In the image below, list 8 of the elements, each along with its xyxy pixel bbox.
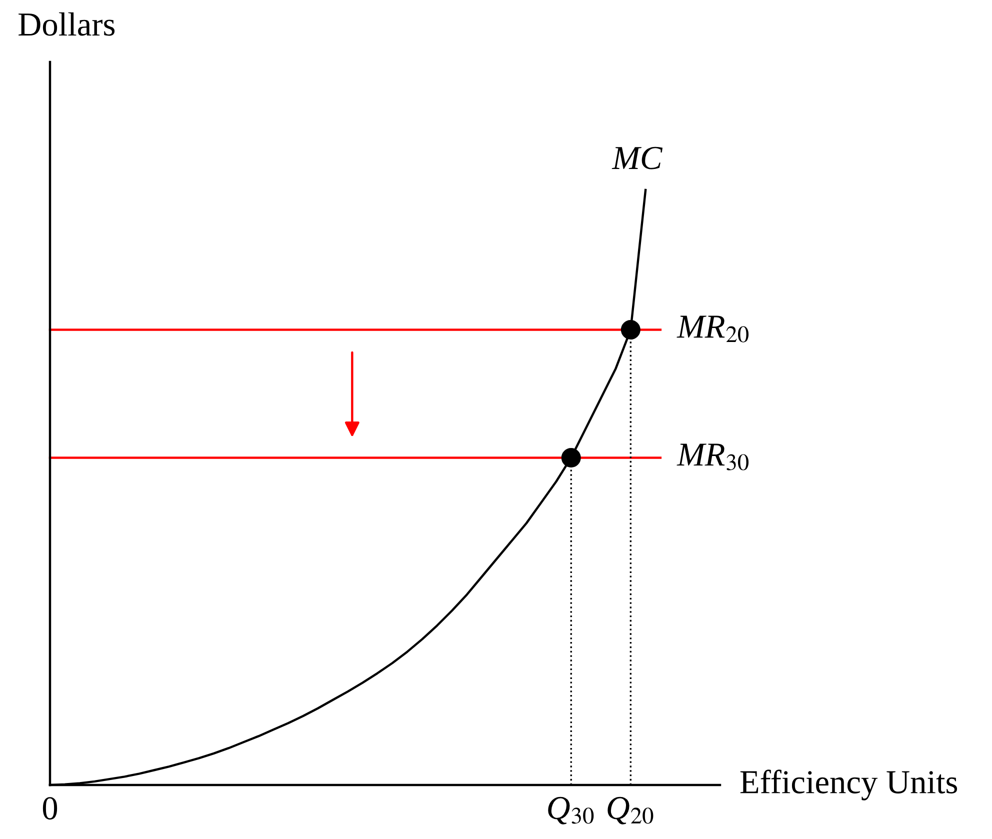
x-tick-label: 0 (42, 797, 58, 820)
series-label: MC (612, 146, 663, 170)
x-axis-title: Efficiency Units (740, 770, 958, 800)
series-label: MR$_{20}$ (676, 316, 749, 342)
series-label: MR$_{30}$ (676, 444, 749, 470)
x-tick-label: Q$_{30}$ (548, 796, 594, 824)
y-axis-title: Dollars (18, 12, 115, 36)
x-tick-label: Q$_{20}$ (608, 796, 654, 824)
